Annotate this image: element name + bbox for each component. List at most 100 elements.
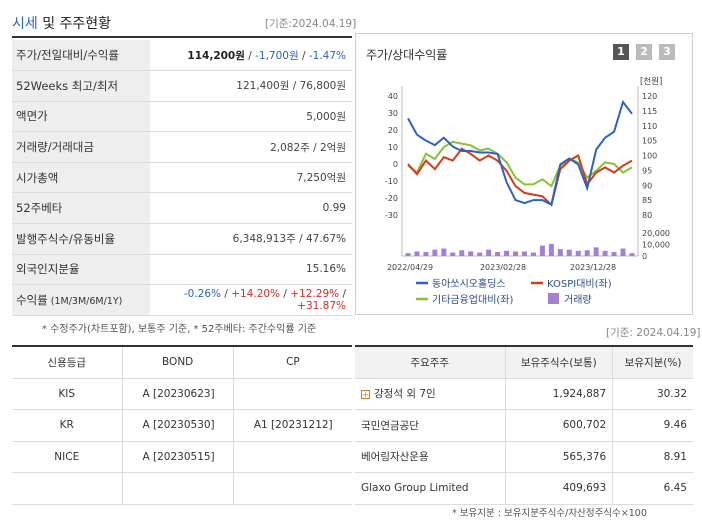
holder-pct: 8.91	[612, 441, 693, 473]
left-tick-label: -10	[385, 177, 398, 186]
holder-shares: 1,924,887	[504, 378, 613, 410]
volume-bar	[530, 252, 536, 256]
bond-cell	[121, 472, 234, 505]
holder-pct: 6.45	[612, 472, 693, 505]
table-row: 거래량/거래대금 2,082주 / 2억원	[12, 131, 352, 163]
table-row: 국민연금공단 600,702 9.46	[355, 409, 693, 442]
legend-swatch	[548, 293, 559, 304]
chart-page-3-button[interactable]: 3	[659, 44, 675, 60]
volume-bar	[620, 248, 626, 256]
quote-note: * 수정주가(차트포함), 보통주 기준, * 52주베타: 주간수익률 기준	[42, 324, 317, 335]
agency-cell: KIS	[12, 378, 122, 410]
table-row: Glaxo Group Limited 409,693 6.45	[355, 472, 693, 505]
volume-bar	[611, 251, 617, 256]
price-rate: -1.47%	[308, 49, 346, 62]
right-tick-label: 85	[642, 196, 652, 205]
cp-cell	[232, 441, 352, 473]
column-header: 주요주주	[355, 345, 505, 379]
volume-bar	[575, 250, 581, 256]
current-price: 114,200원	[187, 49, 245, 62]
agency-cell	[12, 472, 122, 505]
holder-pct: 30.32	[612, 378, 693, 410]
column-header: BOND	[121, 345, 234, 379]
cp-cell	[232, 378, 352, 410]
quote-label: 액면가	[12, 101, 150, 133]
quote-label: 거래량/거래대금	[12, 131, 150, 163]
quote-value: 5,000원	[150, 101, 352, 133]
right-tick-label: 115	[642, 107, 657, 116]
title-rest: 및 주주현황	[37, 16, 112, 32]
chart-title: 주가/상대수익률	[366, 48, 448, 62]
quote-label: 시가총액	[12, 162, 150, 194]
volume-bar	[423, 251, 429, 256]
volume-bar	[566, 249, 572, 256]
table-row: + 강정석 외 7인 1,924,887 30.32	[355, 378, 693, 410]
volume-bar	[468, 251, 474, 256]
volume-bar	[521, 251, 527, 256]
volume-bar	[593, 247, 599, 256]
volume-bar	[441, 248, 447, 256]
cp-cell: A1 [20231212]	[232, 409, 352, 442]
right-tick-label: 110	[642, 122, 657, 131]
left-tick-label: 40	[388, 92, 398, 101]
left-tick-label: -30	[385, 211, 398, 220]
title-divider	[12, 36, 352, 38]
left-tick-label: -20	[385, 194, 398, 203]
column-header: 신용등급	[12, 345, 122, 379]
column-header: 보유주식수(보통)	[504, 345, 613, 379]
base-date: [기준:2024.04.19]	[265, 18, 357, 30]
volume-bar	[459, 250, 465, 256]
table-row: 주가/전일대비/수익률 114,200원 / -1,700원 / -1.47%	[12, 40, 352, 72]
bond-cell: A [20230623]	[121, 378, 234, 410]
holders-note: * 보유지분 : 보유지분주식수/자산정주식수×100	[452, 508, 647, 519]
holder-name: 국민연금공단	[355, 409, 505, 442]
quote-label: 주가/전일대비/수익률	[12, 40, 150, 72]
legend-label: KOSPI대비(좌)	[547, 278, 612, 290]
volume-bar	[504, 250, 510, 256]
table-row: 52주베타 0.99	[12, 192, 352, 225]
chart-page-1-button[interactable]: 1	[613, 44, 629, 60]
holder-name: 강정석 외 7인	[374, 388, 436, 401]
table-row: 발행주식수/유동비율 6,348,913주 / 47.67%	[12, 223, 352, 255]
volume-bar	[405, 253, 411, 256]
holders-base-date: [기준: 2024.04.19]	[606, 327, 701, 339]
returns-label: 수익률	[16, 293, 48, 308]
holder-shares: 600,702	[504, 409, 613, 442]
quote-value: 6,348,913주 / 47.67%	[150, 223, 352, 255]
separator: /	[244, 49, 256, 62]
volume-tick-label: 20,000	[642, 229, 670, 238]
chart-page-2-button[interactable]: 2	[636, 44, 652, 60]
credit-rating-table: 신용등급 BOND CP KIS A [20230623] KR A [2023…	[12, 345, 352, 505]
table-header-row: 주요주주 보유주식수(보통) 보유지분(%)	[355, 345, 693, 379]
left-tick-label: 20	[388, 126, 398, 135]
legend-label: 기타금융업대비(좌)	[432, 293, 514, 306]
legend-label: 동아쏘시오홀딩스	[432, 277, 506, 290]
shareholder-table: 주요주주 보유주식수(보통) 보유지분(%) + 강정석 외 7인 1,924,8…	[355, 345, 693, 505]
quote-value: 15.16%	[150, 254, 352, 286]
separator: /	[339, 288, 346, 301]
left-tick-label: 10	[388, 143, 398, 152]
expand-plus-icon[interactable]: +	[361, 389, 370, 399]
cp-cell	[232, 472, 352, 505]
x-tick-label: 2023/12/28	[570, 263, 616, 272]
right-tick-label: 105	[642, 137, 657, 146]
price-line	[407, 99, 633, 207]
table-row: NICE A [20230515]	[12, 441, 352, 473]
chart-panel: 주가/상대수익률 1 2 3 40 30 20 10 0 -10 -20 -30 [천원] 120…	[355, 33, 693, 315]
right-tick-label: 80	[642, 211, 652, 220]
table-row: KIS A [20230623]	[12, 378, 352, 410]
volume-bar	[477, 252, 483, 256]
table-row: 52Weeks 최고/최저 121,400원 / 76,800원	[12, 70, 352, 102]
table-row	[12, 472, 352, 505]
holder-name: 베어링자산운용	[355, 441, 505, 473]
quote-value: 0.99	[150, 192, 352, 225]
table-row: 시가총액 7,250억원	[12, 162, 352, 194]
separator: /	[298, 49, 309, 62]
sector-relative-line	[407, 140, 633, 188]
volume-bar	[629, 253, 635, 256]
return-3m: +14.20%	[231, 288, 281, 301]
volume-bar	[432, 249, 438, 256]
returns-value: -0.26% / +14.20% / +12.29% / +31.87%	[150, 284, 352, 316]
bond-cell: A [20230530]	[121, 409, 234, 442]
quote-value: 114,200원 / -1,700원 / -1.47%	[150, 40, 352, 72]
